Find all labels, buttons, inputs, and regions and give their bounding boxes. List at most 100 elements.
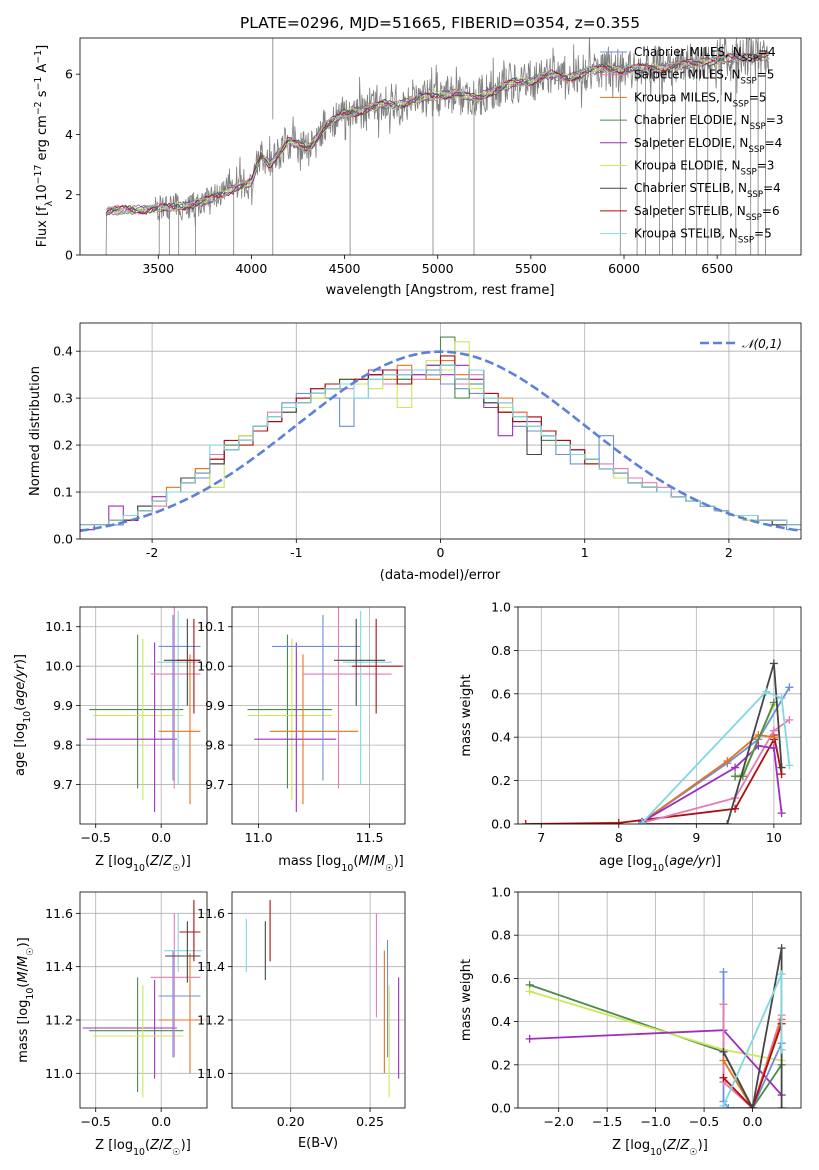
x-tick-label: −1.0	[640, 1114, 670, 1129]
legend-sub: SSP	[746, 213, 762, 223]
y-tick-label: 11.4	[197, 959, 225, 974]
legend-name: Chabrier ELODIE, N	[634, 113, 750, 127]
model-line-salpeter-miles	[105, 50, 770, 216]
axes-border	[231, 891, 406, 1109]
point-marker	[762, 687, 771, 696]
point-marker	[748, 1104, 757, 1108]
x-tick-label: 3500	[142, 261, 174, 276]
x-axis-label: Z [log10(Z/Z☉)]	[95, 854, 191, 874]
y-tick-label: 0.8	[491, 928, 511, 943]
point-marker	[719, 1000, 728, 1009]
axes-border	[231, 606, 406, 825]
legend-value: =4	[763, 181, 781, 195]
axes-mass_vs_EBV: 0.20 0.25 11.0 11.2 11.4 11.6	[197, 892, 405, 1129]
y-axis-label-part: M	[16, 971, 31, 982]
y-tick-label: 0.0	[491, 1101, 511, 1116]
legend-name: Salpeter MILES, N	[634, 68, 741, 82]
x-axis-label-part: M	[374, 854, 385, 869]
x-tick-label: −0.5	[81, 1114, 111, 1129]
x-axis-label: Z [log10(Z/Z☉)]	[95, 1138, 191, 1158]
x-axis-label-part: ☉	[689, 1147, 697, 1158]
legend-name: Salpeter STELIB, N	[634, 204, 746, 218]
x-tick-label: -2	[146, 545, 158, 560]
y-axis-label-part: )]	[13, 654, 28, 664]
point-marker	[521, 820, 530, 824]
x-axis-label: E(B-V)	[298, 1136, 338, 1151]
x-tick-label: 0.0	[151, 1114, 171, 1129]
x-tick-label: 0.0	[151, 830, 171, 845]
axes-age_vs_mass: 11.0 11.5 9.7 9.8 9.9 10.0 10.1	[197, 607, 405, 845]
legend-sub: SSP	[747, 190, 763, 200]
x-axis-label-part: (	[145, 854, 150, 869]
y-tick-label: 10.0	[197, 659, 225, 674]
y-axis-label-part: A	[35, 64, 50, 77]
point-marker	[719, 1056, 728, 1065]
age-vs-Z-plot	[86, 607, 202, 813]
legend-value: =3	[766, 113, 784, 127]
x-tick-label: 7	[537, 830, 545, 845]
x-tick-label: 0.25	[356, 1114, 384, 1129]
spectrum-plot	[105, 38, 770, 255]
point-marker	[785, 761, 794, 770]
x-axis-label-part: ☉	[172, 1147, 180, 1158]
x-axis-label-part: )]	[181, 854, 191, 869]
x-tick-label: −2.0	[544, 1114, 574, 1129]
y-tick-label: 2	[65, 187, 73, 202]
y-axis-label-part: −2	[33, 101, 44, 115]
axes-border	[79, 37, 802, 256]
point-marker	[723, 757, 732, 766]
x-tick-label: −1.5	[592, 1114, 622, 1129]
y-axis-label-part: ☉	[25, 947, 36, 955]
weight-line-kroupa-miles	[722, 1019, 783, 1108]
legend-label: Chabrier ELODIE, NSSP=3	[634, 113, 783, 132]
x-axis-label-part: /	[676, 1138, 681, 1153]
y-tick-label: 11.4	[45, 959, 73, 974]
y-tick-label: 9.8	[205, 738, 225, 753]
axes-weight_vs_age: 7 8 9 10 0.0 0.2 0.4 0.6 0.8 1.0	[491, 600, 801, 845]
legend-sub: SSP	[738, 236, 754, 246]
point-marker	[719, 1101, 728, 1108]
x-axis-label-part: M	[358, 854, 369, 869]
legend-name: Chabrier MILES, N	[634, 45, 742, 59]
x-tick-label: 6000	[608, 261, 640, 276]
legend-name: Salpeter ELODIE, N	[634, 136, 748, 150]
y-axis-label-part: 10	[25, 988, 36, 1000]
y-tick-label: 6	[65, 67, 73, 82]
point-marker	[777, 1045, 786, 1054]
point-marker	[731, 763, 740, 772]
residual-plot	[80, 336, 801, 533]
x-tick-label: 0.0	[743, 1114, 763, 1129]
axes-border	[79, 322, 802, 540]
y-axis-label-part: −1	[33, 77, 44, 91]
legend-value: =5	[757, 68, 775, 82]
y-axis-label: Normed distribution	[28, 366, 43, 496]
y-axis-label-part: −1	[33, 50, 44, 64]
point-marker	[777, 970, 786, 979]
x-tick-label: 0.20	[277, 1114, 305, 1129]
x-tick-label: −0.5	[689, 1114, 719, 1129]
y-tick-label: 0.2	[491, 773, 511, 788]
y-tick-label: 0.2	[53, 438, 73, 453]
y-tick-label: 0	[65, 248, 73, 263]
x-axis-label-part: ☉	[385, 863, 393, 874]
point-marker	[638, 818, 647, 824]
y-tick-label: 0.3	[53, 391, 73, 406]
x-tick-label: 11.5	[356, 830, 384, 845]
axes-spectrum: 3500 4000 4500 5000 5500 6000 6500 0 2 4 6	[65, 67, 733, 276]
x-axis-label-part: 10	[133, 863, 145, 874]
x-axis-label-part: )]	[711, 854, 721, 869]
y-tick-label: 10.1	[197, 619, 225, 634]
legend-name: Kroupa MILES, N	[634, 90, 733, 104]
axes-border	[79, 606, 208, 825]
x-axis-label: Z [log10(Z/Z☉)]	[612, 1138, 708, 1158]
y-tick-label: 9.9	[205, 698, 225, 713]
y-tick-label: 4	[65, 127, 73, 142]
y-axis-label: age [log10(age/yr)]	[13, 654, 33, 776]
mass-vs-EBV-plot	[245, 900, 400, 1098]
y-tick-label: 0.4	[491, 730, 511, 745]
legend-value: =4	[758, 45, 776, 59]
y-axis-label-part: λ	[44, 200, 55, 206]
point-marker	[723, 820, 732, 824]
y-tick-label: 9.9	[53, 698, 73, 713]
